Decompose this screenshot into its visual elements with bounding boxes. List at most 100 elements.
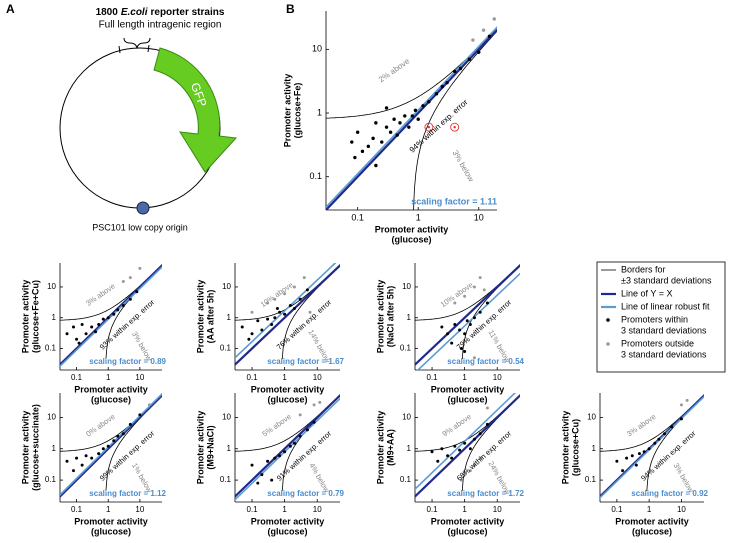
point xyxy=(116,308,120,312)
point xyxy=(292,441,296,445)
point xyxy=(80,323,84,327)
point xyxy=(478,276,482,280)
point xyxy=(65,332,69,336)
legend-marker xyxy=(606,342,610,346)
border-curve xyxy=(326,28,497,119)
y-tick-label: 1 xyxy=(407,313,412,322)
x-axis-label: (glucose) xyxy=(91,394,131,404)
y-axis-label: Promoter activity xyxy=(195,280,205,354)
y-tick-label: 0.1 xyxy=(220,344,232,353)
y-tick-label: 1 xyxy=(592,444,597,453)
point xyxy=(468,447,472,451)
annotation: 76% within exp. error xyxy=(275,297,334,351)
x-axis-label: Promoter activity xyxy=(615,516,689,526)
x-axis-label: Promoter activity xyxy=(74,516,148,526)
x-axis-label: (glucose) xyxy=(267,526,307,536)
point-center xyxy=(453,125,456,129)
point xyxy=(273,297,277,301)
x-axis-label: Promoter activity xyxy=(431,384,505,394)
identity-line xyxy=(415,393,520,499)
point xyxy=(472,316,476,320)
point xyxy=(679,417,683,421)
point xyxy=(240,325,244,329)
panel-a: A 1800 E.coli reporter strains Full length… xyxy=(6,2,238,232)
y-tick-label: 0.1 xyxy=(45,475,57,484)
point xyxy=(80,463,84,467)
point xyxy=(452,69,457,74)
point xyxy=(353,155,357,160)
x-tick-label: 1 xyxy=(282,505,287,514)
annotation: 5% above xyxy=(260,412,292,439)
x-axis-label: Promoter activity xyxy=(431,516,505,526)
plot-area xyxy=(600,393,704,499)
point xyxy=(275,306,279,310)
point xyxy=(472,356,476,360)
point xyxy=(121,432,125,436)
annotation: 3% below xyxy=(451,149,476,184)
point xyxy=(478,432,482,436)
point xyxy=(273,456,277,460)
point xyxy=(440,325,444,329)
x-tick-label: 0.1 xyxy=(71,373,83,382)
annotation: 91% within exp. error xyxy=(275,429,334,483)
x-axis-label: (glucose) xyxy=(447,394,487,404)
scaling-label: scaling factor = 0.92 xyxy=(631,489,708,498)
point xyxy=(416,117,420,121)
point xyxy=(485,422,489,426)
point xyxy=(621,469,625,473)
panel-label: A xyxy=(6,2,15,16)
annotation: 3% above xyxy=(84,281,116,308)
point xyxy=(440,84,445,89)
point xyxy=(421,104,425,108)
y-tick-label: 0.1 xyxy=(400,475,412,484)
y-tick-label: 10 xyxy=(312,44,322,54)
point xyxy=(292,285,296,289)
annotation: 93% within exp. error xyxy=(98,297,157,351)
x-tick-label: 10 xyxy=(135,373,144,382)
y-axis-label: (glucose+Fe+Cu) xyxy=(30,280,40,353)
y-tick-label: 0.1 xyxy=(220,475,232,484)
point-ring xyxy=(424,122,434,132)
identity-line xyxy=(415,263,520,367)
point xyxy=(446,332,450,336)
origin-label: PSC101 low copy origin xyxy=(92,222,188,232)
point xyxy=(374,163,378,168)
x-axis-label: (glucose) xyxy=(447,526,487,536)
point xyxy=(260,328,264,332)
point xyxy=(90,456,94,460)
y-tick-label: 10 xyxy=(222,282,231,291)
point xyxy=(395,133,399,137)
title-species: E.coli xyxy=(121,7,148,18)
identity-line xyxy=(60,263,162,367)
point xyxy=(266,459,270,463)
point xyxy=(450,341,454,345)
legend-marker xyxy=(606,318,610,322)
identity-line xyxy=(235,263,340,367)
point xyxy=(288,444,292,448)
y-tick-label: 0.1 xyxy=(585,475,597,484)
point xyxy=(410,114,415,118)
point xyxy=(481,28,486,32)
identity-line xyxy=(326,28,497,210)
point xyxy=(463,349,467,353)
plot-area xyxy=(235,393,340,501)
point xyxy=(312,403,316,407)
y-tick-label: 10 xyxy=(587,413,596,422)
point xyxy=(256,481,260,485)
x-tick-label: 0.1 xyxy=(426,373,438,382)
annotation: 0% above xyxy=(84,412,116,439)
point xyxy=(453,301,457,305)
point xyxy=(630,454,634,458)
x-tick-label: 0.1 xyxy=(246,373,258,382)
legend-label: Promoters within xyxy=(621,314,688,324)
legend-label: Line of Y = X xyxy=(621,288,672,298)
point xyxy=(471,38,475,42)
x-axis-label: Promoter activity xyxy=(251,516,325,526)
x-axis-label: Promoter activity xyxy=(375,224,449,234)
scaling-label: scaling factor = 0.89 xyxy=(89,357,166,366)
point xyxy=(436,459,440,463)
point xyxy=(374,121,378,125)
legend-label: Line of linear robust fit xyxy=(621,301,710,311)
fit-line xyxy=(235,397,340,501)
annotation: 68% within exp. error xyxy=(455,429,514,483)
